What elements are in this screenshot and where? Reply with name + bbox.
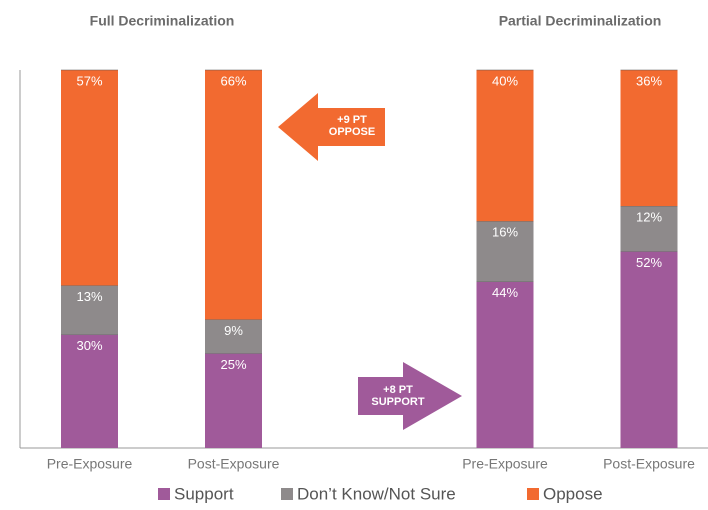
annotation: OPPOSE [329,126,375,138]
bars: 30% 13% 57% 25% 9% 66% 44% 16% 40% 52% 12% 36% [61,69,678,448]
group-title: Partial Decriminalization [499,13,662,29]
bar-segment [620,251,678,448]
value-label: 9% [224,323,243,338]
annotation: +9 PT [337,114,367,126]
bar-segment [620,70,678,207]
bar-segment [61,285,118,335]
legend-label: Don’t Know/Not Sure [297,484,456,503]
legend-label: Oppose [543,484,603,503]
bar-segment [205,353,262,448]
value-label: 25% [220,357,246,372]
value-label: 36% [636,73,662,88]
value-label: 40% [492,73,518,88]
legend-label: Support [174,484,234,503]
x-tick-label: Post-Exposure [603,456,695,472]
annotation-arrow [358,362,462,430]
value-label: 66% [220,73,246,88]
value-label: 44% [492,285,518,300]
annotation-arrow [278,93,385,161]
legend-swatch [527,488,539,500]
bar-segment [205,319,262,354]
bar-segment [476,281,534,448]
x-tick-label: Pre-Exposure [462,456,548,472]
bar-segment [205,70,262,320]
bar-segment [61,70,118,286]
annotation: SUPPORT [371,396,424,408]
legend: Support Don’t Know/Not Sure Oppose [158,484,603,503]
value-label: 52% [636,255,662,270]
value-label: 57% [76,73,102,88]
value-label: 13% [76,289,102,304]
bar-segment [476,221,534,282]
value-label: 12% [636,210,662,225]
x-tick-label: Post-Exposure [188,456,280,472]
value-label: 30% [76,338,102,353]
group-title: Full Decriminalization [90,13,235,29]
bar-segment [620,206,678,252]
x-tick-label: Pre-Exposure [47,456,133,472]
legend-swatch [158,488,170,500]
bar-segment [476,70,534,222]
bar-segment [61,334,118,448]
value-label: 16% [492,225,518,240]
annotation: +8 PT [383,384,413,396]
legend-swatch [281,488,293,500]
